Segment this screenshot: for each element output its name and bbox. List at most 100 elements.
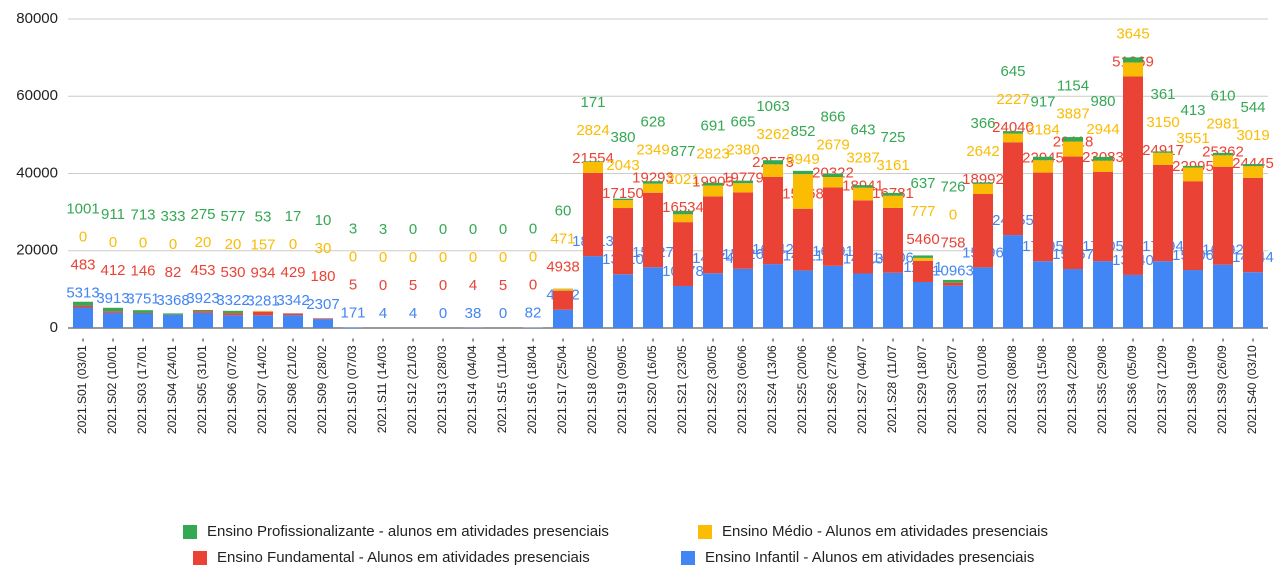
data-label: 3923 <box>186 290 219 307</box>
data-label: 3342 <box>276 292 309 309</box>
bar-segment <box>703 182 723 186</box>
bar-segment <box>613 208 633 275</box>
bar-segment <box>193 311 213 313</box>
bar-segment <box>973 194 993 268</box>
data-label: 3184 <box>1026 122 1059 139</box>
bar-segment <box>1183 165 1203 168</box>
data-label: 637 <box>910 175 935 192</box>
bar-segment <box>223 310 243 314</box>
data-label: 20 <box>195 234 212 251</box>
data-label: 20 <box>225 236 242 253</box>
x-tick-label: 2021.S29 (18/07 - <box>915 338 929 434</box>
data-label: 0 <box>379 277 387 294</box>
x-tick-label: 2021.S11 (14/03 - <box>375 338 389 433</box>
data-label: 5 <box>499 277 507 294</box>
x-tick-label: 2021.S28 (11/07 - <box>885 338 899 433</box>
data-label: 380 <box>610 129 635 146</box>
data-label: 30 <box>315 240 332 257</box>
x-tick-label: 2021.S01 (03/01 - <box>75 338 89 434</box>
x-tick-label: 2021.S03 (17/01 - <box>135 338 149 434</box>
x-tick-label: 2021.S37 (12/09 - <box>1155 338 1169 434</box>
data-label: 0 <box>439 221 447 238</box>
data-label: 4 <box>409 305 417 322</box>
bar-segment <box>1153 261 1173 328</box>
bar-segment <box>763 164 783 177</box>
data-label: 171 <box>580 94 605 111</box>
bar-segment <box>73 307 93 328</box>
bar-segment <box>103 307 123 312</box>
bar-segment <box>763 160 783 165</box>
data-label: 544 <box>1240 99 1265 116</box>
data-label: 10963 <box>932 263 974 280</box>
x-tick-label: 2021.S22 (30/05 - <box>705 338 719 434</box>
data-label: 24040 <box>992 119 1034 136</box>
data-label: 2944 <box>1086 121 1119 138</box>
bar-segment <box>1003 142 1023 236</box>
data-label: 0 <box>139 234 147 251</box>
data-label: 82 <box>165 264 182 281</box>
x-tick-label: 2021.S17 (25/04 - <box>555 338 569 434</box>
data-label: 2227 <box>996 91 1029 108</box>
legend-label: Ensino Profissionalizante - alunos em at… <box>207 523 609 540</box>
data-label: 471 <box>550 231 575 248</box>
x-tick-label: 2021.S07 (14/02 - <box>255 338 269 434</box>
data-label: 453 <box>190 262 215 279</box>
bar-segment <box>673 210 693 215</box>
bar-segment <box>703 185 723 197</box>
bar-segment <box>883 207 903 273</box>
data-label: 412 <box>100 262 125 279</box>
data-label: 917 <box>1030 94 1055 111</box>
data-label: 60 <box>555 203 572 220</box>
data-label: 19293 <box>632 170 674 187</box>
bar-segment <box>253 315 273 328</box>
data-label: 0 <box>529 249 537 266</box>
bar-segment <box>223 315 243 328</box>
data-label: 3751 <box>126 290 159 307</box>
bar-segment <box>883 272 903 328</box>
data-label: 18992 <box>962 171 1004 188</box>
bar-segment <box>793 174 813 209</box>
bar-segment <box>733 268 753 328</box>
data-label: 866 <box>820 108 845 125</box>
x-tick-label: 2021.S08 (21/02 - <box>285 338 299 434</box>
bar-segment <box>1063 141 1083 157</box>
data-label: 275 <box>190 206 215 223</box>
bar-segment <box>613 274 633 328</box>
data-label: 20322 <box>812 164 854 181</box>
bar-segment <box>1243 272 1263 328</box>
data-label: 10 <box>315 212 332 229</box>
data-label: 4 <box>379 305 387 322</box>
y-tick-label: 40000 <box>16 164 58 181</box>
data-label: 0 <box>529 221 537 238</box>
bar-segment <box>913 281 933 328</box>
data-label: 17 <box>285 208 302 225</box>
bar-segment <box>133 313 153 328</box>
bar-segment <box>283 313 303 316</box>
bar-segment <box>943 282 963 286</box>
data-label: 0 <box>409 221 417 238</box>
data-label: 2349 <box>636 142 669 159</box>
x-tick-label: 2021.S21 (23/05 - <box>675 338 689 434</box>
data-label: 5 <box>409 277 417 294</box>
bar-segment <box>1033 172 1053 262</box>
bar-segment <box>583 161 603 162</box>
bar-segment <box>1033 156 1053 161</box>
data-label: 4 <box>469 277 477 294</box>
data-label: 758 <box>940 235 965 252</box>
bar-segment <box>133 312 153 314</box>
bar-segment <box>613 198 633 201</box>
bar-segment <box>793 270 813 328</box>
x-tick-label: 2021.S35 (29/08 - <box>1095 338 1109 434</box>
bar-segment <box>1243 164 1263 167</box>
bar-segment <box>793 208 813 271</box>
data-label: 3645 <box>1116 25 1149 42</box>
data-label: 3150 <box>1146 114 1179 131</box>
data-label: 530 <box>220 264 245 281</box>
data-label: 3551 <box>1176 130 1209 147</box>
legend-swatch <box>698 525 712 539</box>
bar-segment <box>823 187 843 266</box>
bar-segment <box>73 301 93 306</box>
bar-segment <box>733 192 753 269</box>
data-label: 19779 <box>722 169 764 186</box>
data-label: 643 <box>850 121 875 138</box>
